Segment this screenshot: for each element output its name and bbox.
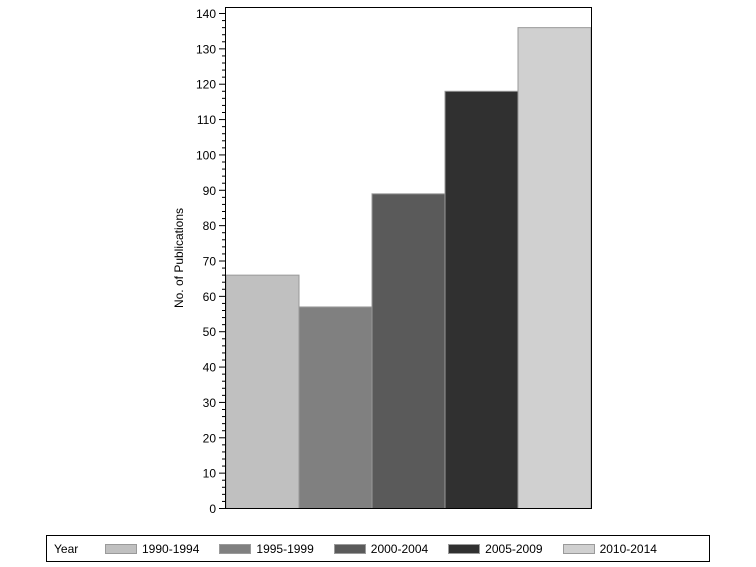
bar-2010-2014 xyxy=(517,27,592,510)
y-tick-label: 100 xyxy=(196,148,216,162)
legend-item: 2010-2014 xyxy=(562,541,657,556)
y-tick-label: 140 xyxy=(196,7,216,21)
y-tick-label: 110 xyxy=(197,113,216,127)
y-tick-label: 80 xyxy=(203,219,217,233)
legend-swatch xyxy=(562,543,595,554)
legend-swatch xyxy=(448,543,481,554)
y-tick-label: 60 xyxy=(203,290,217,304)
y-tick-label: 40 xyxy=(203,361,217,375)
bar-1990-1994 xyxy=(225,274,300,509)
legend-label: 2010-2014 xyxy=(599,541,657,556)
y-tick-label: 90 xyxy=(203,184,217,198)
y-tick-label: 70 xyxy=(203,255,217,269)
bar-chart: 0 10 20 30 40 50 60 70 80 90 100 110 120 130 140 No. o… xyxy=(172,7,592,516)
legend-swatch xyxy=(333,543,366,554)
legend-swatch xyxy=(219,543,252,554)
legend-item: 2000-2004 xyxy=(333,541,429,556)
y-tick-label: 50 xyxy=(203,325,217,339)
bar-1995-1999 xyxy=(298,306,373,510)
y-tick-label: 130 xyxy=(196,42,216,56)
legend-item: 1990-1994 xyxy=(105,542,199,556)
y-axis: 0 10 20 30 40 50 60 70 80 90 100 110 120 130 140 xyxy=(196,7,226,516)
legend-swatch xyxy=(105,543,137,554)
plot-frame xyxy=(225,7,592,509)
legend-item: 1995-1999 xyxy=(219,541,314,556)
legend-item: 2005-2009 xyxy=(448,541,543,556)
legend-title: Year xyxy=(54,541,79,556)
legend-label: 2000-2004 xyxy=(370,541,429,556)
legend: Year 1990-1994 1995-1999 2000-2004 2005-… xyxy=(46,535,710,562)
y-tick-label: 120 xyxy=(196,78,216,92)
legend-label: 1995-1999 xyxy=(256,541,314,556)
y-tick-label: 0 xyxy=(209,502,216,516)
y-tick-label: 30 xyxy=(203,396,217,410)
bar-2005-2009 xyxy=(444,90,519,510)
legend-label: 2005-2009 xyxy=(485,541,543,556)
y-axis-label: No. of Publications xyxy=(172,208,186,308)
bar-2000-2004 xyxy=(371,193,446,509)
y-tick-label: 10 xyxy=(203,467,217,481)
legend-label: 1990-1994 xyxy=(142,541,200,556)
y-tick-label: 20 xyxy=(203,431,217,445)
bars xyxy=(225,27,592,510)
